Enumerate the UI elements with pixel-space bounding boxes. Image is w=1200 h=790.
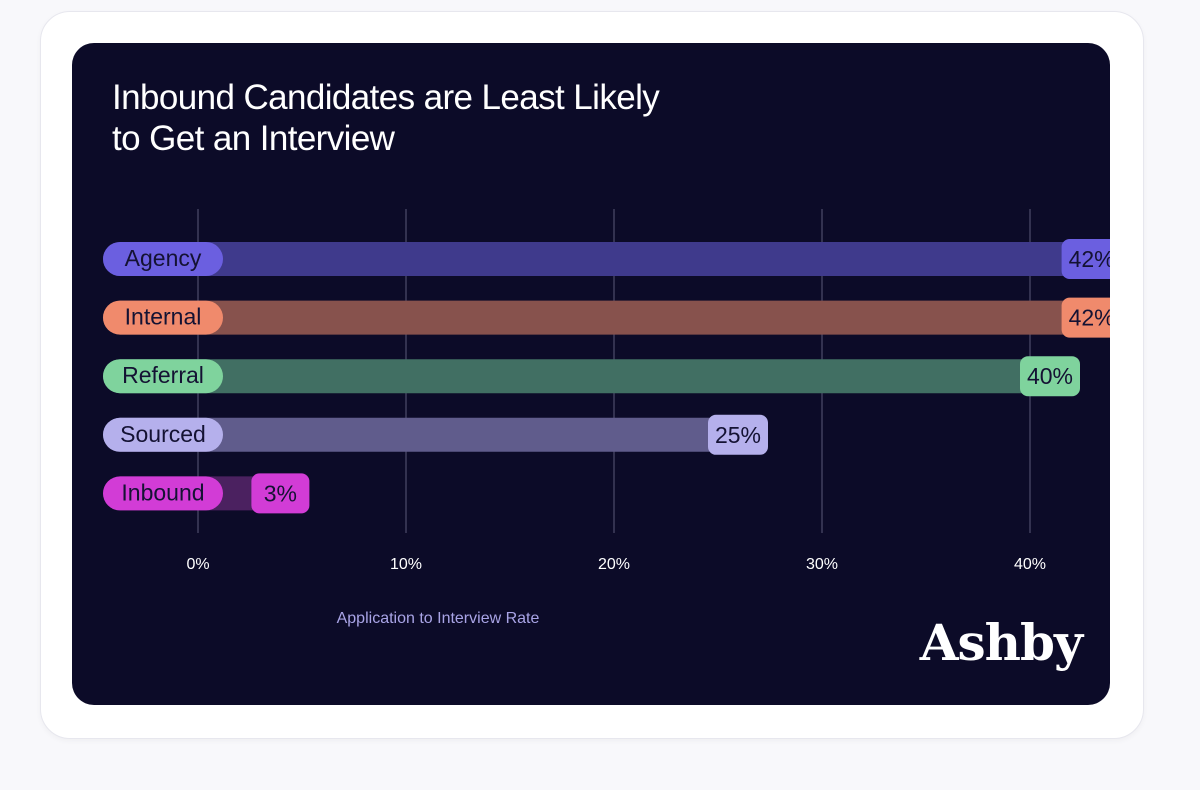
x-axis-title-wrap: Application to Interview Rate bbox=[72, 610, 1110, 628]
x-tick-label: 40% bbox=[1014, 556, 1046, 573]
chart-panel: Inbound Candidates are Least Likely to G… bbox=[72, 43, 1110, 705]
value-label-referral: 40% bbox=[1027, 363, 1073, 389]
value-pill-agency bbox=[1061, 239, 1110, 279]
value-pill-sourced bbox=[708, 414, 768, 455]
category-label-internal: Internal bbox=[125, 304, 202, 330]
category-pill-inbound bbox=[103, 476, 223, 511]
x-tick-label: 20% bbox=[598, 556, 630, 573]
bar-agency bbox=[103, 242, 1082, 276]
value-pill-inbound bbox=[251, 473, 310, 514]
bar-chart: 0% 10% 20% 30% 40% Agency 42% Internal 42% Referr… bbox=[103, 209, 1110, 573]
x-tick-label: 10% bbox=[390, 556, 422, 573]
value-label-inbound: 3% bbox=[264, 480, 297, 506]
bar-referral bbox=[103, 359, 1040, 394]
value-label-agency: 42% bbox=[1069, 246, 1110, 272]
value-label-internal: 42% bbox=[1069, 305, 1110, 331]
category-pill-internal bbox=[103, 300, 223, 335]
x-tick-label: 30% bbox=[806, 556, 838, 573]
chart-title: Inbound Candidates are Least Likely to G… bbox=[112, 77, 812, 159]
category-label-inbound: Inbound bbox=[121, 479, 204, 505]
x-axis-title: Application to Interview Rate bbox=[336, 610, 540, 627]
ashby-logo: Ashby bbox=[919, 613, 1083, 672]
category-pill-agency bbox=[103, 242, 223, 276]
category-pill-sourced bbox=[103, 417, 223, 452]
value-pill-internal bbox=[1061, 297, 1110, 338]
category-pill-referral bbox=[103, 359, 223, 394]
bar-sourced bbox=[103, 417, 728, 452]
chart-title-line-2: to Get an Interview bbox=[112, 119, 395, 158]
x-tick-label: 0% bbox=[186, 556, 209, 573]
value-label-sourced: 25% bbox=[715, 422, 761, 448]
category-label-agency: Agency bbox=[125, 245, 202, 271]
category-label-sourced: Sourced bbox=[120, 421, 206, 447]
bar-internal bbox=[103, 300, 1082, 335]
value-pill-referral bbox=[1020, 356, 1080, 397]
category-label-referral: Referral bbox=[122, 362, 204, 388]
chart-title-line-1: Inbound Candidates are Least Likely bbox=[112, 78, 660, 117]
